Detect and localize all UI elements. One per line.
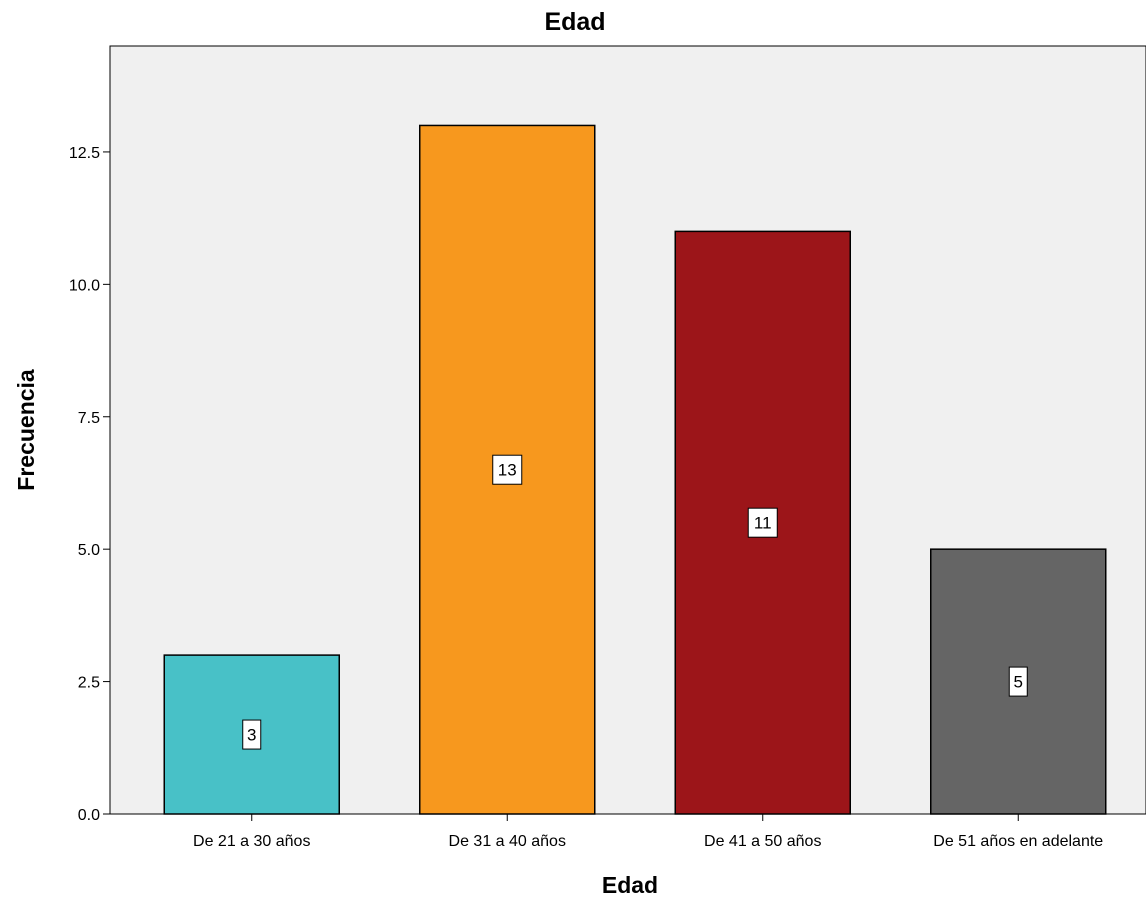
y-tick-label: 7.5 — [78, 410, 100, 427]
data-label: 13 — [498, 461, 517, 480]
x-tick-label: De 51 años en adelante — [933, 833, 1103, 850]
data-label-box — [1008, 666, 1028, 697]
x-tick-label: De 21 a 30 años — [193, 833, 310, 850]
x-tick-label: De 41 a 50 años — [704, 833, 821, 850]
data-label-box — [747, 507, 778, 538]
x-tick-label: De 31 a 40 años — [449, 833, 566, 850]
data-label: 11 — [754, 514, 772, 533]
y-tick-label: 5.0 — [78, 542, 100, 559]
data-label: 5 — [1014, 673, 1023, 692]
y-tick-label: 10.0 — [69, 277, 100, 294]
chart-title: Edad — [544, 8, 605, 36]
y-tick-label: 2.5 — [78, 675, 100, 692]
data-label-box — [242, 719, 262, 750]
data-label-box — [492, 454, 523, 485]
bars: 3 13 11 5 — [163, 124, 1107, 815]
x-axis: De 21 a 30 años De 31 a 40 años De 41 a 50… — [193, 814, 1103, 850]
y-axis: 0.0 2.5 5.0 7.5 10.0 12.5 — [69, 145, 110, 824]
y-axis-title: Frecuencia — [13, 369, 39, 491]
y-tick-label: 12.5 — [69, 145, 100, 162]
y-tick-label: 0.0 — [78, 807, 100, 824]
data-label: 3 — [247, 726, 256, 745]
x-axis-title: Edad — [602, 872, 658, 897]
